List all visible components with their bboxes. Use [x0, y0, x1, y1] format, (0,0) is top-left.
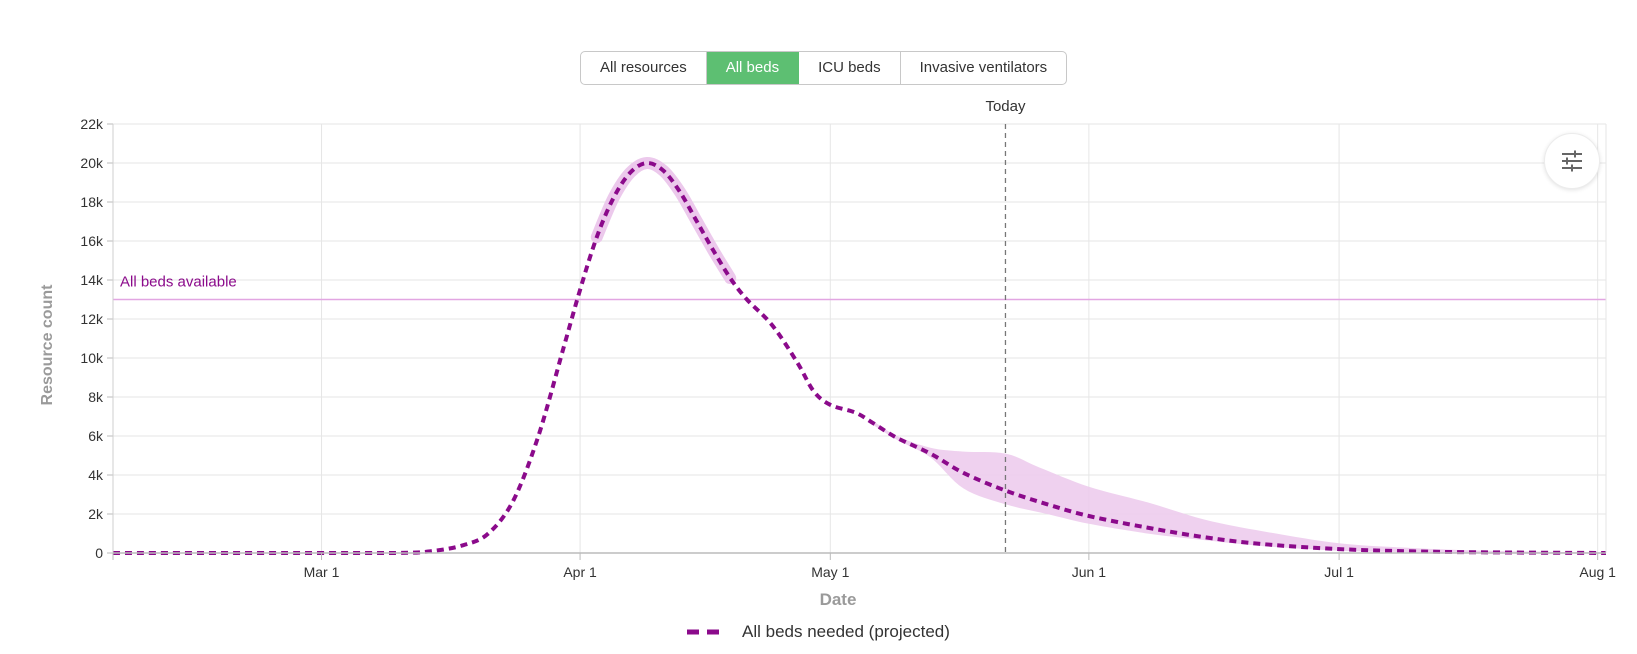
- legend-swatch: [687, 629, 727, 635]
- x-tick-label: Mar 1: [304, 564, 340, 580]
- projection-uncertainty-band: [872, 420, 1606, 553]
- y-tick-label: 10k: [80, 350, 104, 366]
- x-axis-label: Date: [820, 590, 857, 609]
- chart-settings-button[interactable]: [1544, 133, 1600, 189]
- tab-icu-beds[interactable]: ICU beds: [799, 52, 901, 84]
- resource-tabs: All resources All beds ICU beds Invasive ve…: [580, 51, 1068, 85]
- x-tick-label: Jun 1: [1072, 564, 1106, 580]
- peak-uncertainty-band: [590, 157, 737, 285]
- y-tick-label: 20k: [80, 155, 104, 171]
- series-line-all-beds-needed: [113, 160, 1607, 556]
- y-tick-label: 16k: [80, 233, 104, 249]
- tab-invasive-ventilators[interactable]: Invasive ventilators: [919, 59, 1048, 76]
- legend-label: All beds needed (projected): [742, 622, 950, 641]
- y-tick-label: 12k: [80, 311, 104, 327]
- y-axis-label: Resource count: [39, 284, 56, 406]
- y-tick-label: 0: [95, 545, 103, 561]
- tab-all-resources[interactable]: All resources: [581, 52, 707, 84]
- x-tick-label: May 1: [811, 564, 849, 580]
- legend-item[interactable]: All beds needed (projected): [686, 620, 950, 644]
- x-tick-label: Aug 1: [1579, 564, 1616, 580]
- tab-all-beds[interactable]: All beds: [706, 52, 800, 84]
- beds-available-label: All beds available: [120, 274, 237, 291]
- sliders-icon: [1562, 150, 1582, 172]
- y-tick-label: 18k: [80, 194, 104, 210]
- y-tick-label: 4k: [88, 467, 104, 483]
- y-tick-label: 2k: [88, 506, 104, 522]
- x-tick-label: Jul 1: [1324, 564, 1354, 580]
- y-tick-label: 6k: [88, 428, 104, 444]
- today-label: Today: [985, 98, 1026, 115]
- x-tick-label: Apr 1: [563, 564, 597, 580]
- y-tick-label: 22k: [80, 116, 104, 132]
- y-tick-label: 14k: [80, 272, 104, 288]
- y-tick-label: 8k: [88, 389, 104, 405]
